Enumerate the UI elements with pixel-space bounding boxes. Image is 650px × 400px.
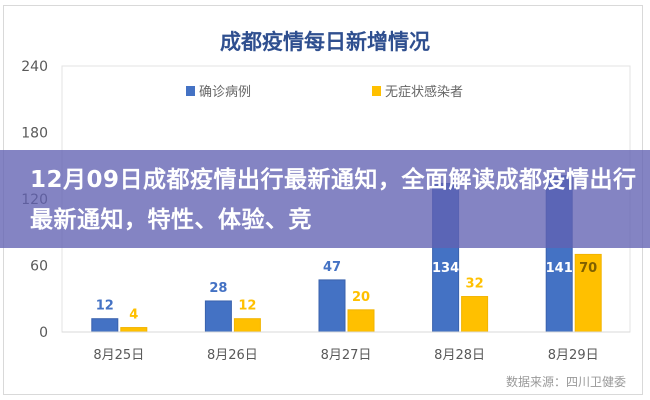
y-tick-label: 240 [21,59,48,75]
bar [91,318,119,333]
bar [347,309,375,333]
legend-swatch [372,86,381,96]
legend-swatch [186,86,195,96]
data-label: 32 [466,277,484,292]
data-label: 12 [238,299,256,314]
data-source: 数据来源：四川卫健委 [505,375,626,389]
x-tick-label: 8月27日 [321,348,372,363]
x-tick-label: 8月26日 [207,348,258,363]
data-label: 70 [579,261,597,276]
data-label: 134 [432,261,459,276]
y-tick-label: 180 [21,126,48,142]
data-label: 12 [96,299,114,314]
bar [120,327,148,333]
bar [461,296,489,333]
data-label: 47 [323,260,341,275]
data-label: 20 [352,290,370,305]
legend-label: 无症状感染者 [385,84,463,100]
bar [574,253,602,333]
data-label: 141 [546,261,573,276]
bar [318,279,346,333]
headline-banner: 12月09日成都疫情出行最新通知，全面解读成都疫情出行最新通知，特性、体验、竞 [0,150,650,248]
legend-label: 确诊病例 [199,85,251,100]
y-tick-label: 0 [39,325,48,341]
bar [233,318,261,333]
x-tick-label: 8月25日 [93,348,144,363]
y-tick-label: 60 [30,259,48,275]
x-tick-label: 8月29日 [548,348,599,363]
bar [204,300,232,333]
data-label: 4 [129,308,138,323]
data-label: 28 [209,281,227,296]
x-tick-label: 8月28日 [434,348,485,363]
chart-title: 成都疫情每日新增情况 [220,30,430,54]
